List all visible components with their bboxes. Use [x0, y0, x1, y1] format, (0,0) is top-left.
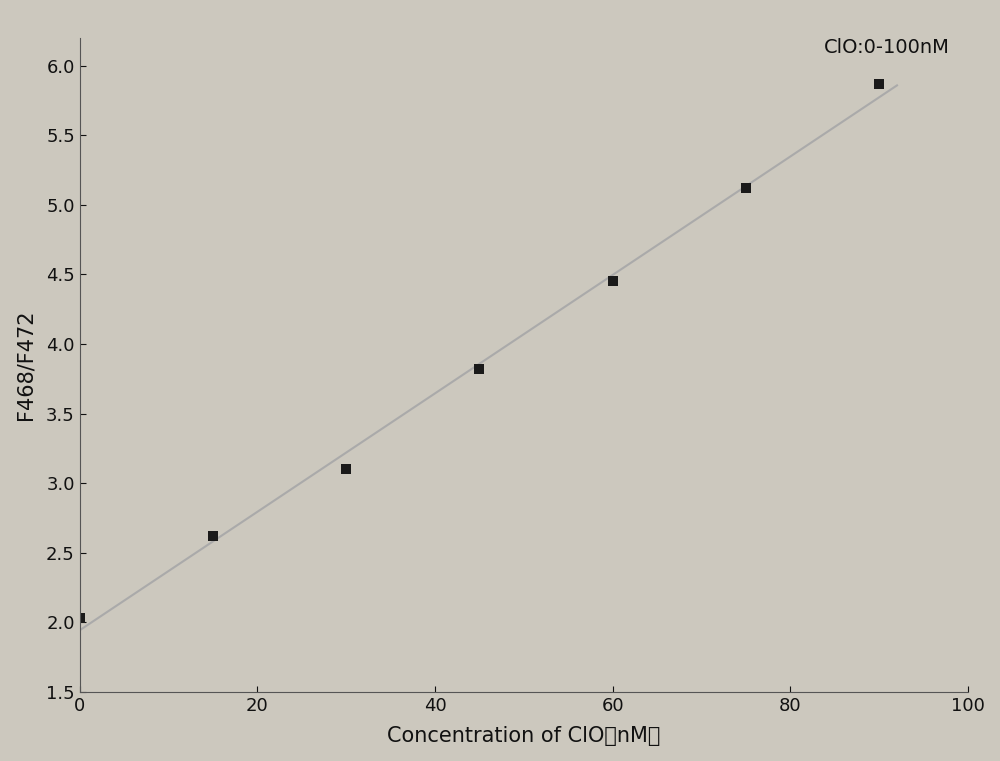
- Text: ClO:0-100nM: ClO:0-100nM: [824, 38, 950, 57]
- X-axis label: Concentration of ClO（nM）: Concentration of ClO（nM）: [387, 726, 661, 746]
- Point: [205, 530, 221, 543]
- Point: [72, 612, 88, 624]
- Point: [338, 463, 354, 476]
- Point: [738, 182, 754, 194]
- Point: [605, 275, 621, 288]
- Point: [471, 363, 487, 375]
- Y-axis label: F468/F472: F468/F472: [15, 310, 35, 420]
- Point: [871, 78, 887, 90]
